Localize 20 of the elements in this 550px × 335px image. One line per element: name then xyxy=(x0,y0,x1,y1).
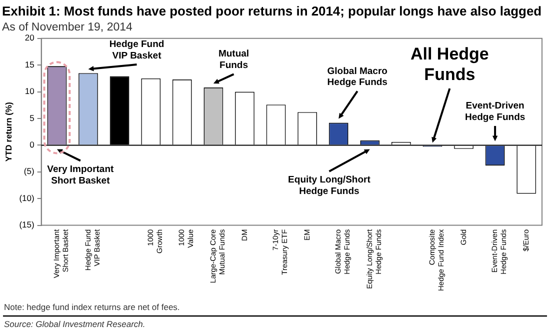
chart-subtitle: As of November 19, 2014 xyxy=(2,22,134,34)
annotation: Mutual Funds xyxy=(218,48,250,72)
y-tick-label: (5) xyxy=(24,166,34,176)
y-tick-label: 20 xyxy=(24,32,35,43)
chart-title: Exhibit 1: Most funds have posted poor returns in 2014; popular longs have also lagged xyxy=(2,3,542,18)
y-tick-label: (15) xyxy=(19,220,34,230)
source-note: Source: Global Investment Research. xyxy=(4,319,146,329)
annotation: Equity Long/Short Hedge Funds xyxy=(288,174,372,198)
y-tick-label: 10 xyxy=(24,86,35,96)
annotation: All Hedge Funds xyxy=(410,44,489,84)
y-tick-label: (10) xyxy=(19,192,34,203)
y-tick-label: 5 xyxy=(30,112,35,123)
annotation: Global Macro Hedge Funds xyxy=(327,66,388,88)
y-tick-label: 15 xyxy=(24,59,35,70)
y-tick-label: 0 xyxy=(30,140,35,150)
annotation: Hedge Fund VIP Basket xyxy=(109,39,164,62)
text: Note: hedge fund index returns are net of fees. xyxy=(4,302,180,312)
y-axis-title: YTD return (%) xyxy=(3,102,14,162)
annotation: Very Important Short Basket xyxy=(47,164,115,186)
annotation: Event-Driven Hedge Funds xyxy=(464,100,526,123)
